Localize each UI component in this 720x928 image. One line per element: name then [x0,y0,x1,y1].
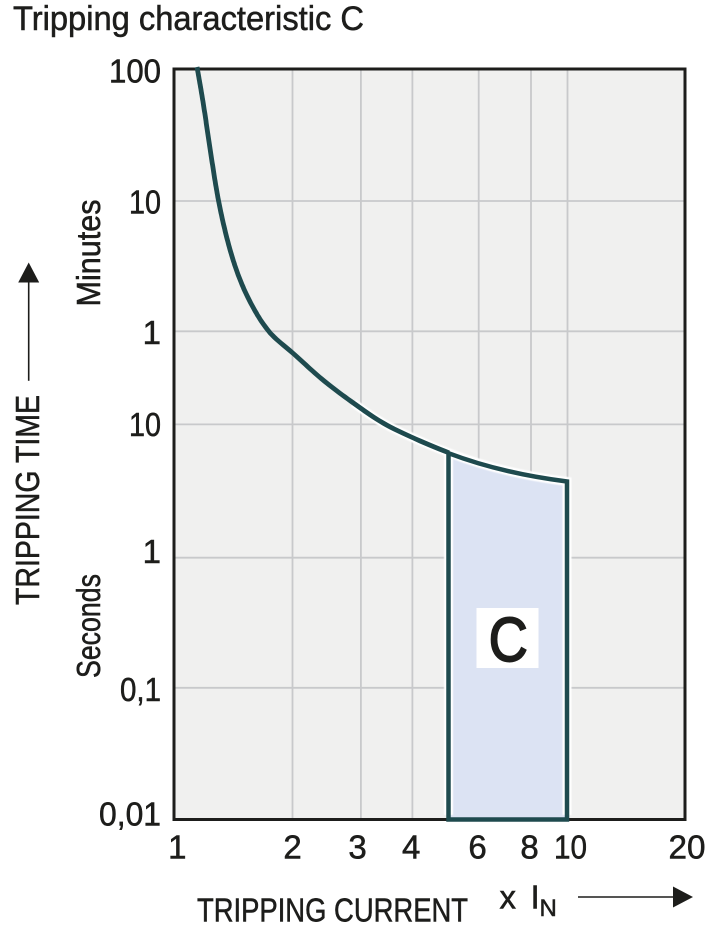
svg-text:4: 4 [402,829,420,866]
svg-text:N: N [540,895,557,922]
svg-text:10: 10 [129,184,161,221]
svg-text:TRIPPING TIME: TRIPPING TIME [9,395,46,605]
svg-text:x: x [500,879,517,916]
svg-text:0,1: 0,1 [120,671,161,708]
svg-text:2: 2 [283,829,301,866]
svg-text:1: 1 [143,533,161,570]
svg-text:8: 8 [520,829,538,866]
svg-text:1: 1 [143,314,161,351]
svg-text:6: 6 [468,829,486,866]
svg-text:3: 3 [348,829,366,866]
svg-text:TRIPPING CURRENT: TRIPPING CURRENT [197,891,468,928]
svg-text:100: 100 [109,53,161,90]
svg-text:I: I [531,879,540,916]
svg-text:20: 20 [669,829,706,866]
svg-text:10: 10 [554,829,587,866]
svg-text:1: 1 [168,829,186,866]
svg-text:0,01: 0,01 [99,796,161,833]
svg-text:C: C [489,605,528,675]
svg-text:Tripping characteristic C: Tripping characteristic C [13,0,364,38]
svg-text:Seconds: Seconds [70,574,107,678]
svg-text:10: 10 [129,406,161,443]
svg-text:Minutes: Minutes [70,200,107,307]
